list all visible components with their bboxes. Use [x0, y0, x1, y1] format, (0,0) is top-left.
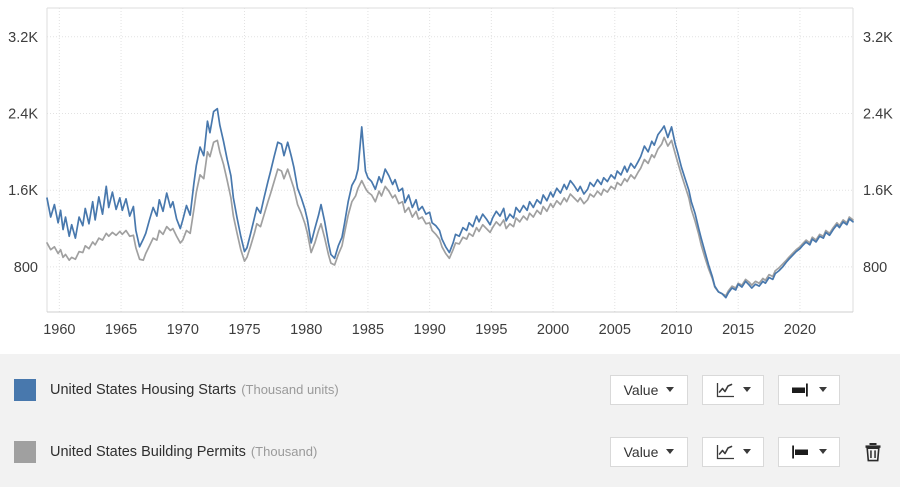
svg-text:2020: 2020 [784, 322, 816, 338]
chevron-down-icon [819, 387, 827, 392]
svg-text:1965: 1965 [105, 322, 137, 338]
svg-text:1960: 1960 [43, 322, 75, 338]
line-chart-icon [716, 444, 735, 460]
chart-svg[interactable]: 800 800 1.6K 1.6K 2.4K 2.4K 3.2K 3.2K 1960 1965 19… [0, 0, 900, 352]
value-dropdown-label: Value [623, 381, 659, 398]
svg-text:1980: 1980 [290, 322, 322, 338]
svg-text:2000: 2000 [537, 322, 569, 338]
axis-side-dropdown[interactable] [778, 374, 840, 405]
series-name-label: United States Housing Starts [50, 381, 237, 398]
legend-controls: Value [610, 436, 888, 467]
svg-text:3.2K: 3.2K [8, 30, 38, 46]
legend-row-building-permits[interactable]: United States Building Permits (Thousand… [0, 421, 900, 483]
legend-color-swatch[interactable] [14, 378, 36, 401]
chart-type-dropdown[interactable] [702, 436, 764, 467]
line-chart-icon [716, 382, 735, 398]
svg-text:1985: 1985 [352, 322, 384, 338]
value-dropdown-label: Value [623, 443, 659, 460]
delete-series-button[interactable] [858, 437, 888, 467]
svg-text:2.4K: 2.4K [863, 106, 893, 122]
svg-text:1.6K: 1.6K [863, 183, 893, 199]
chart-plot-area[interactable]: 800 800 1.6K 1.6K 2.4K 2.4K 3.2K 3.2K 1960 1965 19… [0, 0, 900, 352]
svg-text:800: 800 [863, 260, 887, 276]
legend-controls: Value [610, 374, 888, 405]
chevron-down-icon [742, 449, 751, 454]
svg-text:3.2K: 3.2K [863, 30, 893, 46]
chevron-down-icon [742, 387, 751, 392]
value-dropdown[interactable]: Value [610, 436, 688, 467]
chart-legend-panel: United States Housing Starts (Thousand u… [0, 352, 900, 487]
svg-text:1990: 1990 [414, 322, 446, 338]
svg-text:2010: 2010 [660, 322, 692, 338]
svg-text:1995: 1995 [475, 322, 507, 338]
svg-text:2015: 2015 [722, 322, 754, 338]
trash-icon [864, 442, 882, 462]
axis-side-dropdown[interactable] [778, 436, 840, 467]
series-name-label: United States Building Permits [50, 443, 246, 460]
chevron-down-icon [666, 449, 675, 454]
svg-text:1970: 1970 [167, 322, 199, 338]
axis-left-icon [791, 444, 811, 460]
legend-row-housing-starts[interactable]: United States Housing Starts (Thousand u… [0, 359, 900, 421]
svg-text:1975: 1975 [228, 322, 260, 338]
legend-label-group: United States Housing Starts (Thousand u… [50, 382, 610, 398]
svg-text:2.4K: 2.4K [8, 106, 38, 122]
axis-right-icon [791, 382, 811, 398]
legend-label-group: United States Building Permits (Thousand… [50, 444, 610, 460]
series-unit-label: (Thousand) [250, 443, 318, 459]
svg-text:2005: 2005 [599, 322, 631, 338]
chevron-down-icon [666, 387, 675, 392]
chart-type-dropdown[interactable] [702, 374, 764, 405]
legend-color-swatch[interactable] [14, 440, 36, 463]
series-unit-label: (Thousand units) [241, 381, 339, 397]
value-dropdown[interactable]: Value [610, 374, 688, 405]
svg-text:1.6K: 1.6K [8, 183, 38, 199]
chevron-down-icon [819, 449, 827, 454]
delete-button-placeholder [854, 375, 888, 405]
svg-text:800: 800 [14, 260, 38, 276]
